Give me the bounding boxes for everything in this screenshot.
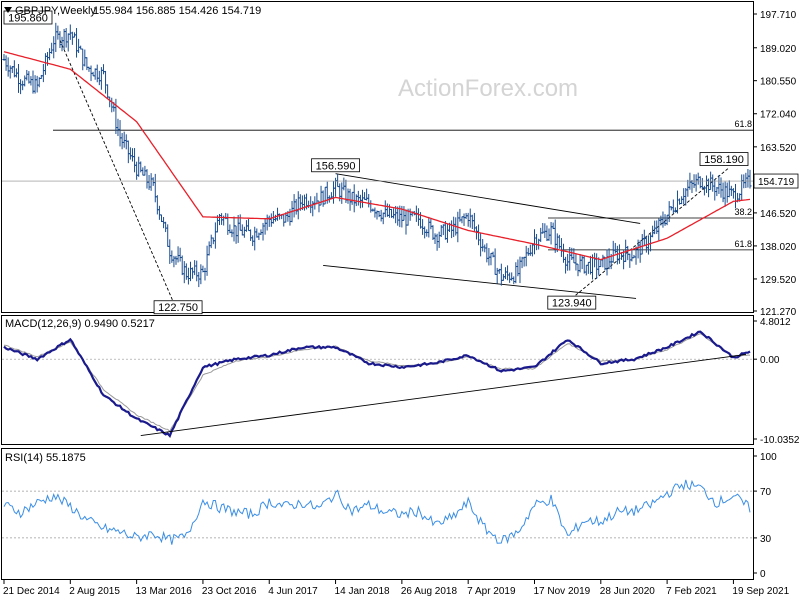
price-trendlines bbox=[59, 39, 730, 309]
macd-trendline bbox=[140, 353, 747, 436]
collapse-triangle-icon[interactable] bbox=[4, 7, 12, 13]
price-annotation-box bbox=[699, 152, 749, 166]
y-tick-label: 30 bbox=[760, 534, 772, 545]
macd-lines bbox=[2, 330, 753, 438]
price-panel bbox=[1, 1, 754, 313]
y-tick-label: 70 bbox=[760, 487, 772, 498]
y-tick-label: 197.710 bbox=[760, 10, 797, 21]
y-tick-label: 172.040 bbox=[760, 110, 797, 121]
y-tick-label: 163.520 bbox=[760, 143, 797, 154]
price-annotation-label: 123.940 bbox=[552, 298, 592, 310]
macd-main-line bbox=[3, 330, 751, 438]
rsi-title: RSI(14) 55.1875 bbox=[5, 452, 86, 464]
macd-title: MACD(12,26,9) 0.9490 0.5217 bbox=[5, 318, 155, 330]
y-tick-label: 146.520 bbox=[760, 209, 797, 220]
trendline bbox=[59, 39, 177, 309]
price-annotation-box bbox=[3, 10, 53, 25]
x-tick-label: 23 Oct 2016 bbox=[202, 586, 257, 597]
y-tick-label: 189.020 bbox=[760, 44, 797, 55]
symbol-label: GBPJPY,Weekly bbox=[15, 5, 96, 17]
sma-line bbox=[3, 51, 751, 261]
y-tick-label: 100 bbox=[760, 452, 777, 463]
y-tick-label: 121.270 bbox=[760, 307, 797, 318]
price-annotation-label: 156.590 bbox=[316, 160, 356, 172]
x-tick-label: 28 Jun 2020 bbox=[600, 586, 655, 597]
fib-label: 61.8 bbox=[734, 119, 752, 129]
macd-y-axis: 4.8012 0.00 -10.0352 bbox=[753, 317, 800, 446]
trendline bbox=[571, 167, 730, 299]
y-tick-label: 0 bbox=[760, 569, 766, 580]
y-tick-label: 180.550 bbox=[760, 77, 797, 88]
price-annotation-box bbox=[153, 300, 203, 315]
fib-label: 61.8 bbox=[734, 239, 752, 249]
price-annotation-label: 122.750 bbox=[158, 302, 198, 314]
price-annotations: 195.860 122.750 156.590 123.940 158.190 bbox=[3, 10, 749, 315]
x-tick-label: 7 Feb 2021 bbox=[666, 586, 717, 597]
price-bars bbox=[2, 22, 752, 288]
rsi-line bbox=[3, 479, 751, 545]
y-tick-label: 0.00 bbox=[760, 355, 780, 366]
watermark: ActionForex.com bbox=[398, 75, 578, 102]
ohlc-values: 155.984 156.885 154.426 154.719 bbox=[93, 5, 261, 17]
x-tick-label: 4 Jun 2017 bbox=[268, 586, 318, 597]
y-tick-label: 138.020 bbox=[760, 242, 797, 253]
x-tick-label: 7 Apr 2019 bbox=[467, 586, 516, 597]
x-tick-label: 17 Nov 2019 bbox=[533, 586, 590, 597]
price-annotation-box bbox=[311, 158, 360, 173]
x-tick-label: 26 Aug 2018 bbox=[401, 586, 458, 597]
trendline bbox=[335, 173, 641, 224]
x-axis: 21 Dec 2014 2 Aug 2015 13 Mar 2016 23 Oct 2… bbox=[3, 580, 790, 597]
x-tick-label: 21 Dec 2014 bbox=[3, 586, 60, 597]
macd-panel bbox=[1, 315, 754, 445]
price-annotation-label: 195.860 bbox=[8, 13, 48, 25]
price-annotation-box bbox=[547, 295, 597, 310]
x-tick-label: 14 Jan 2018 bbox=[335, 586, 390, 597]
y-tick-label: -10.0352 bbox=[760, 435, 800, 446]
fib-label: 38.2 bbox=[734, 207, 752, 217]
trendline bbox=[323, 264, 637, 299]
price-y-axis: 197.710189.020180.550172.040163.520155.0… bbox=[2, 10, 799, 318]
rsi-panel bbox=[1, 448, 754, 580]
price-panel-title: GBPJPY,Weekly 155.984 156.885 154.426 15… bbox=[4, 5, 261, 17]
rsi-lines bbox=[2, 479, 753, 545]
rsi-y-axis: 100 70 30 0 bbox=[753, 452, 777, 580]
x-tick-label: 19 Sep 2021 bbox=[732, 586, 789, 597]
price-annotation-label: 158.190 bbox=[704, 154, 744, 166]
x-tick-label: 13 Mar 2016 bbox=[136, 586, 193, 597]
y-tick-label: 129.520 bbox=[760, 275, 797, 286]
y-tick-label: 4.8012 bbox=[760, 317, 791, 328]
current-price-label: 154.719 bbox=[758, 177, 795, 188]
moving-average bbox=[3, 51, 751, 261]
x-tick-label: 2 Aug 2015 bbox=[69, 586, 120, 597]
current-price-box bbox=[753, 173, 799, 189]
